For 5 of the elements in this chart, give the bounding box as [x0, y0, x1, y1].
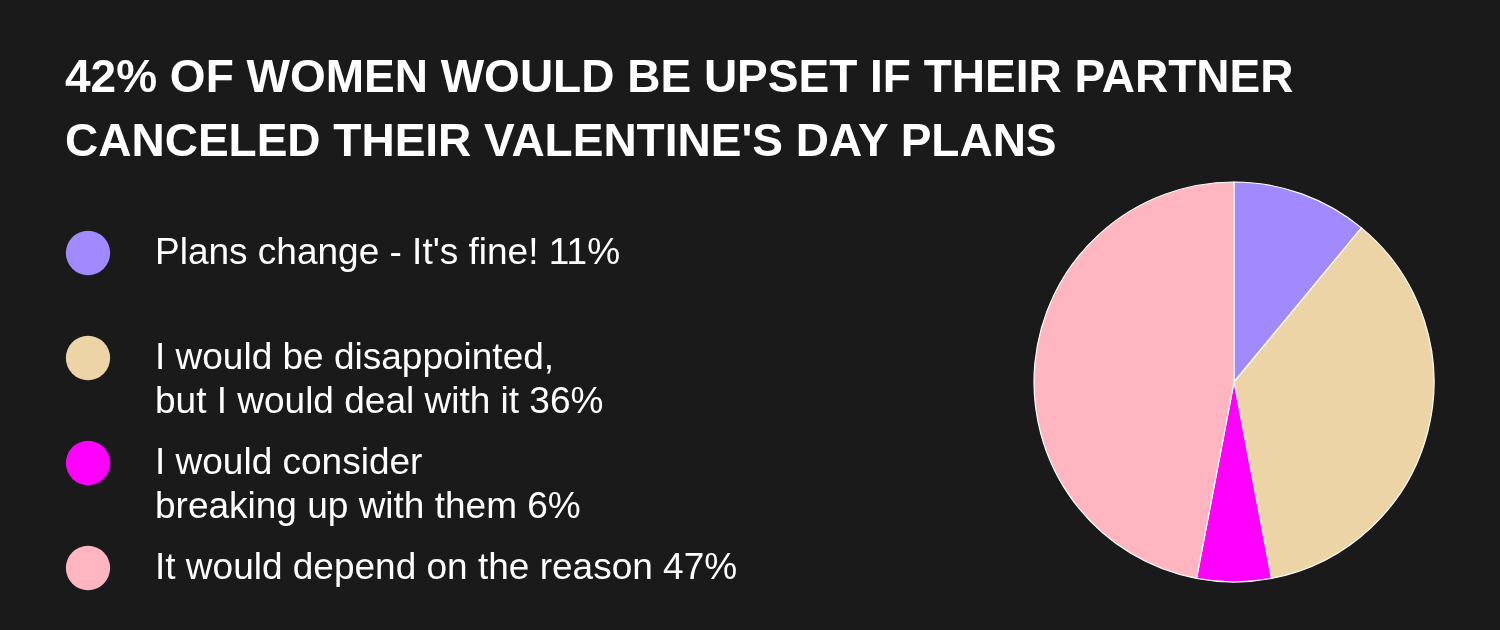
legend-label: Plans change - It's fine! 11%	[155, 231, 621, 272]
chart-title: 42% OF WOMEN WOULD BE UPSET IF THEIR PARTNER CANCELED THEIR VALENTINE'S DAY PLANS	[65, 49, 1294, 166]
legend-label: It would depend on the reason 47%	[155, 546, 738, 587]
legend-label: I would be disappointed, but I would deal with it 36%	[155, 336, 604, 421]
legend-label: I would consider breaking up with them 6%	[155, 441, 581, 526]
